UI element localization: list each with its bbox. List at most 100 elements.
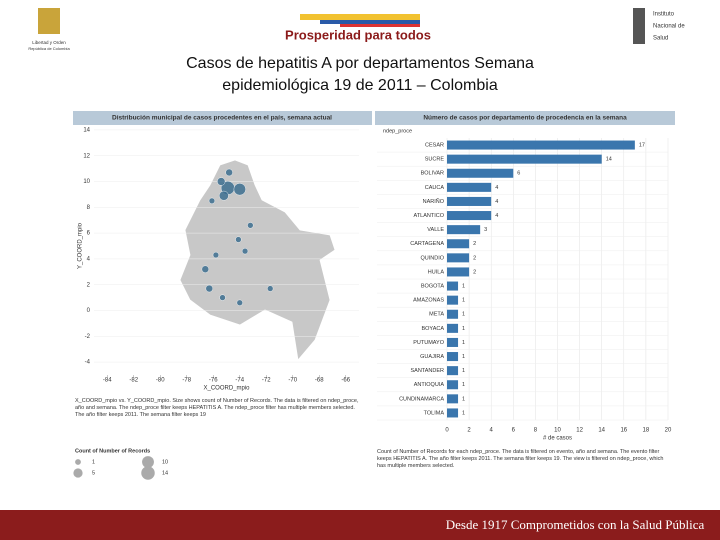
category-header: ndep_proce — [383, 128, 412, 134]
y-axis-label: Y_COORD_mpio — [78, 222, 84, 269]
point — [235, 236, 242, 243]
value-label: 1 — [462, 410, 465, 416]
bar — [447, 408, 459, 418]
point — [236, 299, 243, 306]
y-tick-label: NARIÑO — [423, 198, 445, 205]
legend-label: 10 — [162, 459, 168, 465]
x-tick-label: -66 — [341, 378, 350, 384]
y-tick-label: QUINDIO — [420, 255, 444, 261]
y-tick-label: CUNDINAMARCA — [399, 396, 444, 402]
bar — [447, 253, 470, 263]
logo-text: Libertad y Orden — [32, 40, 66, 45]
slide-title: Casos de hepatitis A por departamentos S… — [186, 55, 534, 72]
legend-circle — [75, 459, 81, 465]
bar — [447, 196, 492, 206]
coat-of-arms — [38, 8, 60, 34]
bar — [447, 239, 470, 249]
legend-label: 14 — [162, 470, 168, 476]
y-tick-label: HUILA — [428, 269, 445, 275]
y-tick-label: VALLE — [427, 227, 444, 233]
y-tick-label: -4 — [85, 360, 91, 366]
y-tick-label: ANTIOQUIA — [414, 382, 445, 388]
point — [201, 265, 209, 273]
logo-text: Prosperidad para todos — [285, 27, 431, 42]
y-tick-label: 8 — [87, 205, 91, 211]
point — [208, 197, 216, 204]
ins-logo — [633, 8, 645, 44]
value-label: 4 — [495, 185, 498, 191]
bar — [447, 352, 459, 362]
x-tick-label: -70 — [288, 378, 297, 384]
y-tick-label: BOGOTA — [421, 284, 444, 290]
value-label: 2 — [473, 241, 476, 247]
x-tick-label: 10 — [554, 428, 561, 434]
x-tick-label: -78 — [182, 378, 191, 384]
value-label: 2 — [473, 255, 476, 261]
value-label: 17 — [639, 143, 645, 149]
x-tick-label: 14 — [598, 428, 605, 434]
x-tick-label: 6 — [512, 428, 516, 434]
x-tick-label: -84 — [103, 378, 112, 384]
legend-circle — [73, 468, 83, 478]
bar — [447, 309, 459, 319]
bar — [447, 337, 459, 347]
x-tick-label: 2 — [467, 428, 471, 434]
y-tick-label: 10 — [83, 179, 90, 185]
logo-text: Instituto — [653, 12, 675, 18]
x-tick-label: -68 — [315, 378, 324, 384]
bar — [447, 225, 481, 235]
point — [247, 222, 254, 229]
point — [225, 168, 233, 177]
point — [219, 294, 226, 301]
y-tick-label: BOYACA — [421, 326, 444, 332]
logo-stripe — [300, 14, 420, 20]
bar — [447, 211, 492, 221]
legend-title: Count of Number of Records — [75, 448, 150, 454]
bar — [447, 323, 459, 333]
panel-header — [73, 111, 372, 125]
x-tick-label: -82 — [129, 378, 138, 384]
value-label: 3 — [484, 227, 487, 233]
logo-text: Nacional de — [653, 24, 685, 30]
y-tick-label: 14 — [83, 127, 90, 133]
slide-title: epidemiológica 19 de 2011 – Colombia — [222, 77, 498, 94]
y-tick-label: CARTAGENA — [410, 241, 444, 247]
bar — [447, 295, 459, 305]
y-tick-label: GUAJIRA — [420, 354, 444, 360]
y-tick-label: 4 — [87, 256, 91, 262]
bar — [447, 154, 602, 164]
value-label: 4 — [495, 199, 498, 205]
footer-text: Desde 1917 Comprometidos con la Salud Pú… — [446, 517, 705, 532]
x-axis-label: X_COORD_mpio — [203, 386, 250, 392]
x-axis-label: # de casos — [543, 436, 572, 442]
point — [212, 251, 220, 259]
y-tick-label: 6 — [87, 231, 91, 237]
value-label: 1 — [462, 368, 465, 374]
value-label: 14 — [606, 157, 612, 163]
y-tick-label: 2 — [87, 282, 91, 288]
value-label: 1 — [462, 340, 465, 346]
y-tick-label: META — [429, 312, 444, 318]
y-tick-label: AMAZONAS — [413, 298, 444, 304]
y-tick-label: TOLIMA — [424, 410, 445, 416]
value-label: 1 — [462, 326, 465, 332]
point — [217, 177, 226, 186]
value-label: 4 — [495, 213, 498, 219]
bar — [447, 366, 459, 376]
x-tick-label: -72 — [262, 378, 271, 384]
y-tick-label: CAUCA — [425, 185, 445, 191]
x-tick-label: -80 — [156, 378, 165, 384]
colombia-map — [179, 159, 336, 361]
x-tick-label: 16 — [620, 428, 627, 434]
value-label: 1 — [462, 312, 465, 318]
x-tick-label: 20 — [665, 428, 672, 434]
chart-title: Número de casos por departamento de proc… — [423, 115, 627, 122]
chart-note: Count of Number of Records for each ndep… — [377, 449, 664, 469]
bar — [447, 394, 459, 404]
bar — [447, 267, 470, 277]
legend-label: 5 — [92, 470, 95, 476]
logo-stripe — [320, 20, 420, 24]
logo-text: Salud — [653, 36, 668, 42]
